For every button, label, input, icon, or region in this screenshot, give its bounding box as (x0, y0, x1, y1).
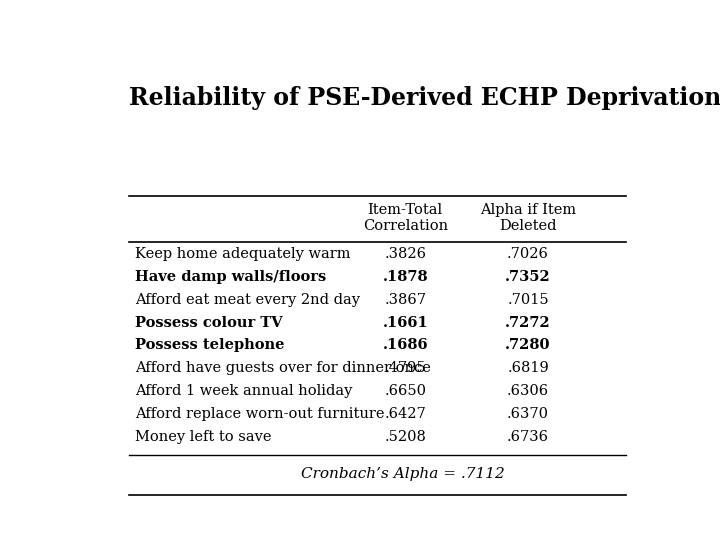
Text: .3826: .3826 (384, 247, 426, 261)
Text: Possess telephone: Possess telephone (135, 339, 284, 353)
Text: .1878: .1878 (382, 270, 428, 284)
Text: Item-Total
Correlation: Item-Total Correlation (363, 202, 448, 233)
Text: .7280: .7280 (505, 339, 551, 353)
Text: .6370: .6370 (507, 407, 549, 421)
Text: .6736: .6736 (507, 430, 549, 444)
Text: .6306: .6306 (507, 384, 549, 398)
Text: Afford eat meat every 2nd day: Afford eat meat every 2nd day (135, 293, 360, 307)
Text: .1686: .1686 (382, 339, 428, 353)
Text: Cronbach’s Alpha = .7112: Cronbach’s Alpha = .7112 (301, 467, 504, 481)
Text: Keep home adequately warm: Keep home adequately warm (135, 247, 350, 261)
Text: Afford have guests over for dinner once: Afford have guests over for dinner once (135, 361, 431, 375)
Text: .6819: .6819 (507, 361, 549, 375)
Text: Afford 1 week annual holiday: Afford 1 week annual holiday (135, 384, 352, 398)
Text: Possess colour TV: Possess colour TV (135, 315, 282, 329)
Text: .7272: .7272 (505, 315, 551, 329)
Text: .7015: .7015 (507, 293, 549, 307)
Text: .1661: .1661 (382, 315, 428, 329)
Text: Reliability of PSE-Derived ECHP Deprivation Scale.: Reliability of PSE-Derived ECHP Deprivat… (129, 85, 720, 110)
Text: .4795: .4795 (384, 361, 426, 375)
Text: .5208: .5208 (384, 430, 426, 444)
Text: .3867: .3867 (384, 293, 426, 307)
Text: .6650: .6650 (384, 384, 426, 398)
Text: Have damp walls/floors: Have damp walls/floors (135, 270, 326, 284)
Text: .7026: .7026 (507, 247, 549, 261)
Text: Money left to save: Money left to save (135, 430, 271, 444)
Text: Alpha if Item
Deleted: Alpha if Item Deleted (480, 202, 576, 233)
Text: .6427: .6427 (384, 407, 426, 421)
Text: .7352: .7352 (505, 270, 551, 284)
Text: Afford replace worn-out furniture: Afford replace worn-out furniture (135, 407, 384, 421)
